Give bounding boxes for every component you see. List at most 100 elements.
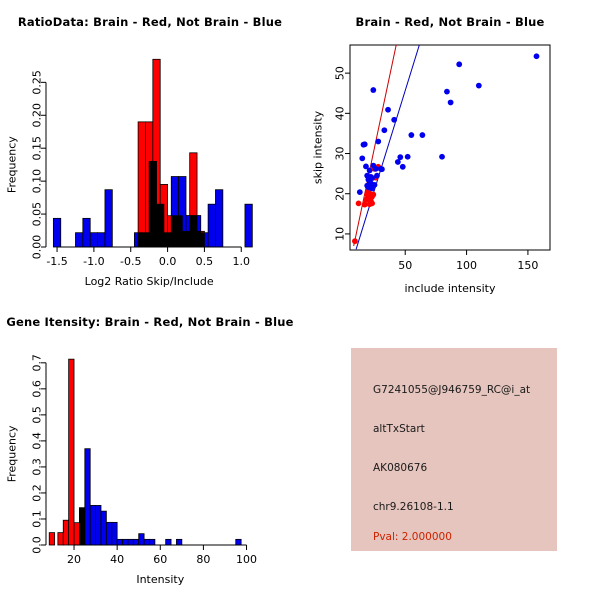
histogram-bar [62,519,70,546]
histogram-bar [84,448,91,546]
histogram-bar [132,538,140,546]
histogram-bar [111,521,118,546]
scatter-point [361,141,368,148]
x-tick-label: 100 [456,259,477,272]
scatter-point [399,163,406,170]
y-tick-label: 50 [334,66,347,80]
histogram-bar [235,538,242,546]
histogram-bar [57,532,64,546]
histogram-bars [52,58,253,248]
y-tick-label: 0.5 [31,406,44,424]
scatter-point [355,200,362,207]
histogram-bar [176,538,183,546]
x-tick-label: -0.5 [120,255,141,268]
scatter-point [447,99,454,106]
x-tick-label: -1.5 [46,255,67,268]
histogram-bar [163,232,172,248]
y-tick-label: 0.1 [31,510,44,528]
y-tick-label: 0.15 [31,136,44,161]
histogram-bars [48,358,242,546]
histogram-bar [200,232,209,248]
scatter-point [381,127,388,134]
histogram-bar [89,505,96,546]
x-axis-title: Log2 Ratio Skip/Include [85,275,214,288]
ratio-histogram-svg: -1.5 -1.0 -0.5 0.0 0.5 1.0 0.00 0.05 0.10 0.15 0.2… [6,58,253,288]
x-tick-label: 40 [110,553,124,566]
x-tick-label: 80 [196,553,210,566]
histogram-bar [104,189,113,248]
y-tick-label: 10 [334,227,347,241]
x-tick-label: 100 [236,553,257,566]
histogram-bar [141,232,150,248]
histogram-bar [148,160,157,248]
y-tick-label: 0.10 [31,169,44,194]
scatter-point [369,175,375,181]
histogram-bar [143,538,150,546]
scatter-point [375,138,382,145]
y-tick-label: 30 [334,147,347,161]
y-axis-title: Frequency [6,136,19,193]
probe-id-text: G7241055@J946759_RC@i_at [373,384,531,396]
histogram-bar [127,538,134,546]
pval-text: Pval: 2.000000 [373,531,452,543]
scatter-point [404,153,411,160]
histogram-bar [105,521,113,546]
histogram-bar [185,215,194,248]
ratio-plot-title: RatioData: Brain - Red, Not Brain - Blue [17,15,283,29]
panel-annotation-info: G7241055@J946759_RC@i_at altTxStart AK08… [300,300,600,600]
intensity-scatter-svg: 50 100 150 10 20 30 40 50 include intensity skip … [312,44,551,295]
scatter-point [533,53,540,60]
histogram-bar [165,538,172,546]
panel-ratio-histogram: RatioData: Brain - Red, Not Brain - Blue… [0,0,300,300]
histogram-bar [82,217,91,248]
y-tick-label: 0.20 [31,103,44,128]
scatter-plot-title: Brain - Red, Not Brain - Blue [355,15,545,29]
x-tick-label: 20 [67,553,81,566]
histogram-bar [52,217,62,248]
gene-histogram-svg: 20 40 60 80 100 0.0 0.1 0.2 0.3 0.4 0.5 0.6 0.7 Inten… [6,354,258,586]
panel-gene-intensity-histogram: Gene Itensity: Brain - Red, Not Brain - … [0,300,300,600]
scatter-point [352,238,358,245]
scatter-point [370,87,377,93]
scatter-point [366,167,373,174]
y-axis-title: skip intensity [312,110,325,184]
histogram-bar [207,203,216,248]
histogram-bar [137,121,146,248]
histogram-bar [170,176,180,248]
y-tick-label: 0.05 [31,202,44,227]
histogram-bar [138,533,145,546]
scatter-point [475,82,482,89]
histogram-bar [134,232,143,248]
histogram-bar [178,176,187,248]
y-tick-label: 0.4 [31,432,44,450]
scatter-point [391,116,398,123]
series-not-brain---blue [52,160,253,248]
y-tick-label: 0.2 [31,484,44,502]
panel-intensity-scatter: Brain - Red, Not Brain - Blue 50 100 150 10… [300,0,600,300]
scatter-point [439,153,445,160]
y-axis-title: Frequency [6,425,19,482]
x-tick-label: 0.5 [196,255,214,268]
scatter-point [356,189,363,196]
y-tick-label: 0.6 [31,380,44,398]
scatter-point [369,200,375,207]
histogram-bar [97,232,106,248]
x-tick-label: 60 [153,553,167,566]
histogram-bar [48,532,56,546]
event-type-text: altTxStart [373,423,425,435]
scatter-point [394,159,401,165]
histogram-bar [156,203,165,248]
fit-line-not-brain-fit [355,45,420,250]
histogram-bar [192,215,202,248]
histogram-bar [95,505,102,546]
x-tick-label: -1.0 [83,255,104,268]
scatter-point [367,194,374,201]
plot-box [349,44,551,251]
scatter-point [456,61,463,68]
scatter-point [379,166,385,173]
y-tick-label: 0.25 [31,70,44,95]
scatter-point [385,106,391,113]
scatter-point [372,165,379,172]
histogram-bar [89,232,98,248]
scatter-point [371,181,378,188]
